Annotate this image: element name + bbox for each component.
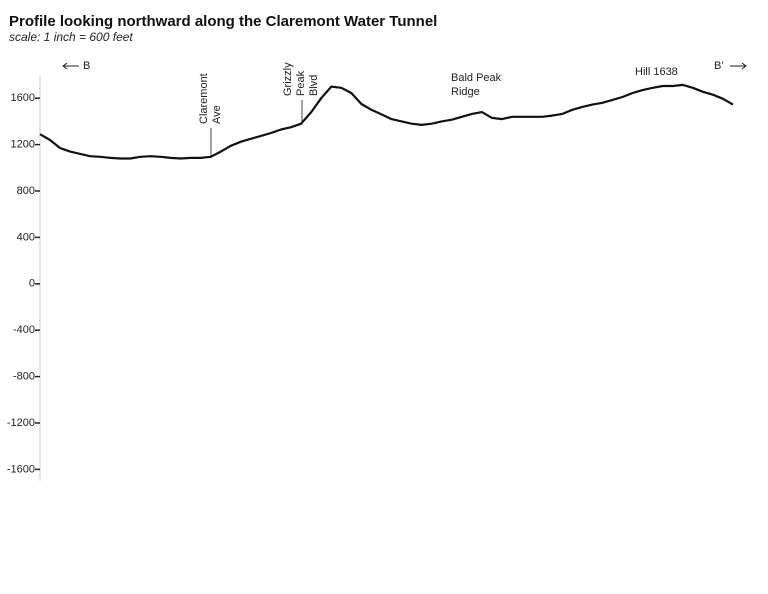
- y-tick-label: -800: [13, 371, 35, 383]
- annotation: Grizzly Peak Blvd: [282, 62, 320, 96]
- annotation-line: Ridge: [451, 86, 480, 98]
- y-tick-label: -400: [13, 324, 35, 336]
- y-tick-label: 1200: [11, 139, 35, 151]
- arrow-left-head: [62, 62, 68, 70]
- annotation: Claremont Ave: [198, 73, 223, 124]
- chart-subtitle: scale: 1 inch = 600 feet: [9, 30, 133, 44]
- profile-line: [39, 83, 734, 160]
- annotation-line: Claremont: [198, 73, 210, 124]
- annotation-line: Peak: [295, 70, 307, 96]
- y-tick-label: 400: [17, 231, 35, 243]
- end-label: B: [83, 60, 90, 72]
- arrow-right-head: [741, 62, 747, 70]
- annotation-line: Grizzly: [282, 62, 294, 96]
- annotation: Hill 1638: [635, 66, 678, 78]
- y-tick-label: 800: [17, 185, 35, 197]
- y-tick-label: -1600: [7, 463, 35, 475]
- y-tick-label: -1200: [7, 417, 35, 429]
- end-label: B’: [714, 60, 724, 72]
- y-tick-label: 1600: [11, 92, 35, 104]
- annotation-line: Blvd: [308, 75, 320, 96]
- y-tick-label: 0: [29, 278, 35, 290]
- annotation-line: Bald Peak: [451, 72, 502, 84]
- annotation-line: Ave: [211, 105, 223, 124]
- chart-title: Profile looking northward along the Clar…: [9, 13, 437, 30]
